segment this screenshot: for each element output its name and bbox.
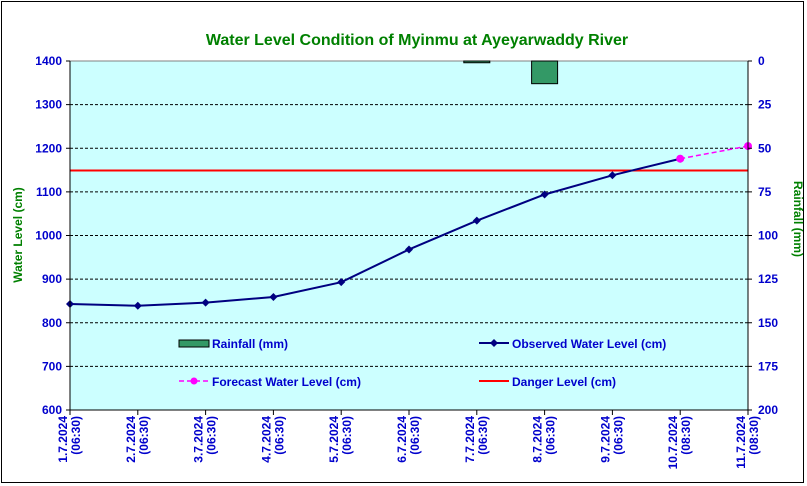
observed-point: [540, 190, 549, 199]
x-tick-label: (06:30): [272, 416, 286, 455]
x-tick-label: (06:30): [137, 416, 151, 455]
legend-marker-observed: [490, 339, 498, 347]
y2-tick-label: 150: [758, 316, 778, 330]
chart-title: Water Level Condition of Myinmu at Ayeya…: [206, 32, 628, 49]
rainfall-bar: [531, 60, 559, 85]
x-tick-label: 3.7.2024: [192, 416, 206, 463]
x-tick-label: 11.7.2024: [734, 416, 748, 469]
y2-axis-label: Rainfall (mm): [791, 181, 805, 257]
observed-point: [405, 245, 413, 254]
observed-point: [133, 301, 142, 310]
y2-tick-label: 25: [758, 98, 772, 112]
y2-tick-label: 75: [758, 185, 772, 199]
legend-label-observed: Observed Water Level (cm): [512, 337, 666, 351]
y2-tick-label: 125: [758, 272, 778, 286]
y-tick-label: 1300: [35, 98, 62, 112]
y-tick-label: 1000: [35, 229, 62, 243]
x-tick-label: (08:30): [747, 416, 761, 455]
x-tick-label: 4.7.2024: [259, 416, 273, 463]
legend-marker-forecast: [190, 377, 198, 385]
legend-label-forecast: Forecast Water Level (cm): [212, 375, 361, 389]
forecast-line: [680, 145, 749, 160]
observed-point: [201, 298, 210, 307]
legend-label-rainfall: Rainfall (mm): [212, 337, 288, 351]
observed-point: [472, 216, 481, 225]
rainfall-bars: [463, 60, 559, 85]
observed-point: [337, 278, 346, 287]
legend: Rainfall (mm) Observed Water Level (cm) …: [178, 337, 666, 389]
x-tick-label: (06:30): [205, 416, 219, 455]
y2-tick-label: 175: [758, 359, 778, 373]
y-tick-label: 1400: [35, 54, 62, 68]
x-tick-label: 2.7.2024: [124, 416, 138, 463]
x-tick-label: (08:30): [679, 416, 693, 455]
observed-water-level-series: [66, 154, 685, 310]
x-tick-label: (06:30): [476, 416, 490, 455]
observed-point: [608, 171, 617, 180]
legend-swatch-rainfall: [178, 339, 210, 348]
x-tick-label: (06:30): [340, 416, 354, 455]
x-tick-label: (06:30): [69, 416, 83, 455]
observed-point: [269, 293, 278, 302]
x-tick-label: 8.7.2024: [531, 416, 545, 463]
y2-tick-label: 200: [758, 403, 778, 417]
x-tick-label: (06:30): [544, 416, 558, 455]
y2-tick-label: 100: [758, 229, 778, 243]
y-tick-label: 800: [42, 316, 62, 330]
y-tick-label: 600: [42, 403, 62, 417]
y2-tick-label: 0: [758, 54, 765, 68]
x-tick-label: 9.7.2024: [598, 416, 612, 463]
y2-tick-label: 50: [758, 141, 772, 155]
y-tick-label: 1200: [35, 141, 62, 155]
forecast-point: [676, 154, 685, 163]
rainfall-bar: [463, 60, 491, 64]
x-tick-label: 6.7.2024: [395, 416, 409, 463]
x-tick-label: 5.7.2024: [327, 416, 341, 463]
x-tick-label: (06:30): [611, 416, 625, 455]
y-tick-label: 1100: [36, 185, 62, 199]
x-tick-label: 1.7.2024: [56, 416, 70, 463]
right-axis-ticks: 0 25 50 75 100 125 150 175 200: [748, 54, 778, 417]
x-tick-label: 7.7.2024: [463, 416, 477, 463]
left-axis-ticks: 1400 1300 1200 1100 1000 900 800 700 600: [35, 54, 70, 417]
y-tick-label: 700: [42, 359, 62, 373]
legend-label-danger: Danger Level (cm): [512, 375, 616, 389]
x-tick-label: (06:30): [408, 416, 422, 455]
x-axis-ticks: 1.7.2024 (06:30) 2.7.2024 (06:30) 3.7.2024 (0…: [56, 410, 761, 469]
x-tick-label: 10.7.2024: [666, 416, 680, 470]
gridlines: [70, 104, 748, 367]
observed-line: [69, 157, 681, 307]
y-tick-label: 900: [42, 272, 62, 286]
y-axis-label: Water Level (cm): [11, 187, 25, 283]
